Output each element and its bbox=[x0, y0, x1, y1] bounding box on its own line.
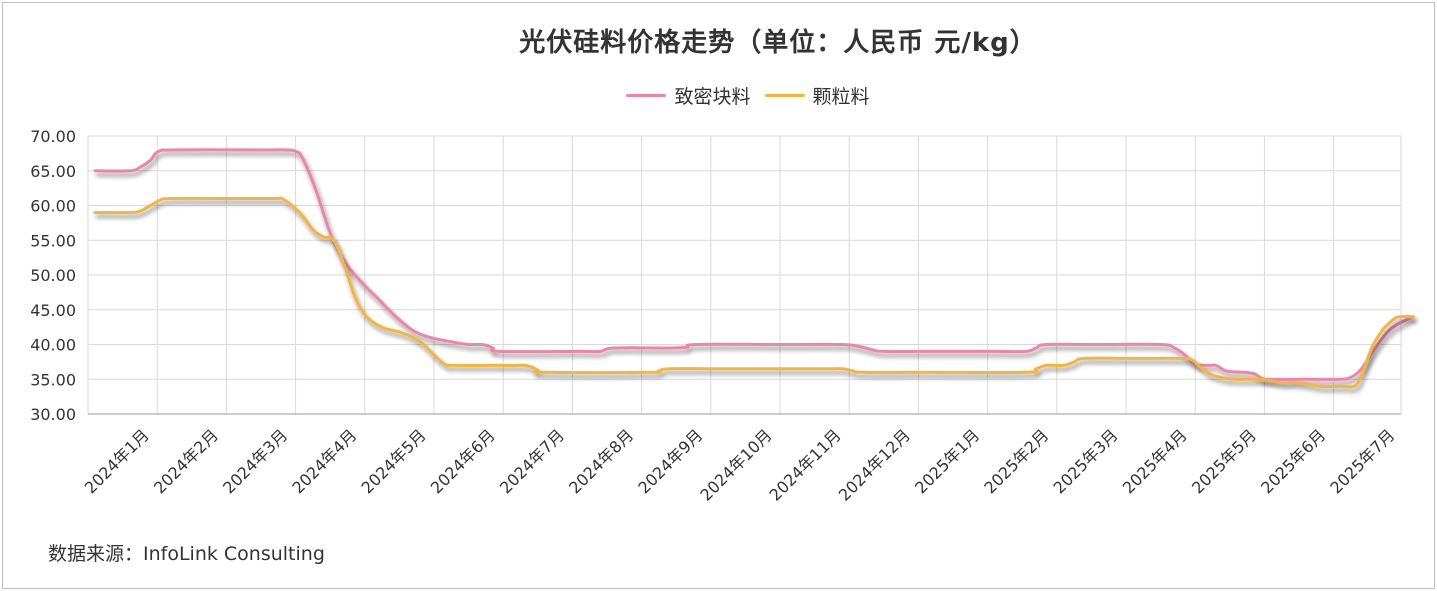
x-tick-label: 2025年7月 bbox=[1326, 425, 1398, 497]
y-tick-label: 65.00 bbox=[30, 162, 76, 181]
y-tick-label: 60.00 bbox=[30, 197, 76, 216]
x-tick-label: 2024年1月 bbox=[81, 425, 153, 497]
x-tick-label: 2025年4月 bbox=[1119, 425, 1191, 497]
y-tick-label: 35.00 bbox=[30, 370, 76, 389]
data-source: 数据来源：InfoLink Consulting bbox=[48, 543, 325, 565]
series-lines bbox=[93, 148, 1415, 389]
series-line-granular[interactable] bbox=[93, 196, 1415, 389]
x-tick-label: 2024年11月 bbox=[766, 425, 845, 504]
legend-label-dense: 致密块料 bbox=[674, 86, 751, 108]
legend-swatch-dense bbox=[626, 94, 667, 97]
y-tick-label: 40.00 bbox=[30, 336, 76, 355]
legend-item-granular[interactable]: 颗粒料 bbox=[764, 82, 870, 109]
x-tick-label: 2025年3月 bbox=[1050, 425, 1122, 497]
y-tick-label: 45.00 bbox=[30, 301, 76, 320]
x-tick-label: 2024年3月 bbox=[219, 425, 291, 497]
y-tick-label: 30.00 bbox=[30, 405, 76, 424]
chart-legend: 致密块料 颗粒料 bbox=[0, 82, 1437, 109]
y-axis: 70.00 65.00 60.00 55.00 50.00 45.00 40.00 35.00… bbox=[30, 127, 76, 424]
series-line-dense[interactable] bbox=[93, 148, 1415, 381]
grid bbox=[87, 135, 1402, 415]
x-axis: 2024年1月2024年2月2024年3月2024年4月2024年5月2024年… bbox=[81, 413, 1401, 505]
x-tick-label: 2025年1月 bbox=[911, 425, 983, 497]
x-tick-label: 2025年5月 bbox=[1188, 425, 1260, 497]
x-tick-label: 2024年5月 bbox=[358, 425, 430, 497]
x-tick-label: 2024年10月 bbox=[696, 425, 775, 504]
x-tick-label: 2024年6月 bbox=[427, 425, 499, 497]
x-tick-label: 2024年2月 bbox=[150, 425, 222, 497]
y-tick-label: 55.00 bbox=[30, 231, 76, 250]
x-tick-label: 2024年7月 bbox=[496, 425, 568, 497]
x-tick-label: 2025年6月 bbox=[1257, 425, 1329, 497]
y-tick-label: 70.00 bbox=[30, 127, 76, 146]
x-tick-label: 2024年4月 bbox=[288, 425, 360, 497]
x-tick-label: 2024年9月 bbox=[634, 425, 706, 497]
x-tick-label: 2024年8月 bbox=[565, 425, 637, 497]
y-tick-label: 50.00 bbox=[30, 266, 76, 285]
chart-title: 光伏硅料价格走势（单位：人民币 元/kg） bbox=[519, 28, 1037, 58]
legend-label-granular: 颗粒料 bbox=[812, 86, 870, 108]
legend-swatch-granular bbox=[764, 94, 805, 97]
x-tick-label: 2024年12月 bbox=[835, 425, 914, 504]
legend-item-dense[interactable]: 致密块料 bbox=[626, 82, 751, 109]
x-tick-label: 2025年2月 bbox=[980, 425, 1052, 497]
